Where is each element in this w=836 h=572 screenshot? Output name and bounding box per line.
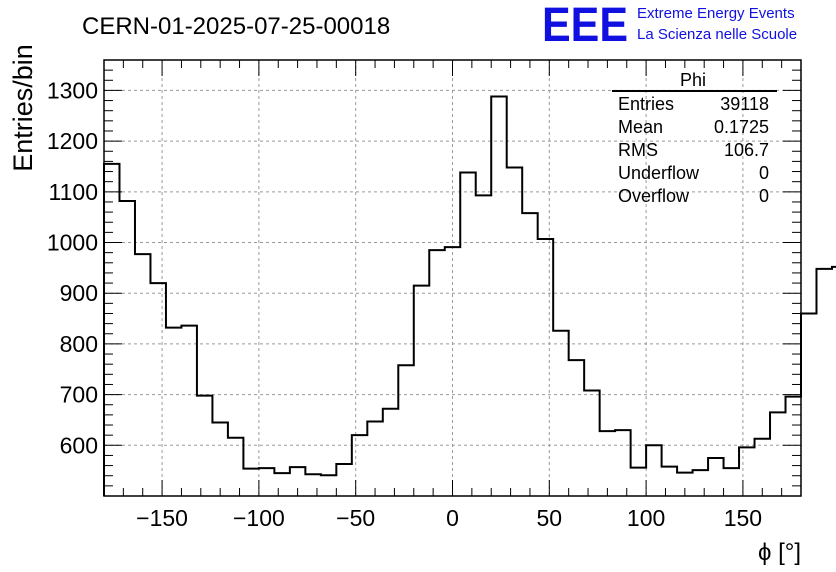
- stats-row-value: 0: [759, 186, 769, 206]
- x-tick-labels: −150 −100 −50 0 50 100 150: [136, 505, 762, 531]
- y-tick-label: 800: [60, 331, 98, 357]
- y-tick-label: 1300: [47, 77, 98, 103]
- x-tick-label: 100: [627, 505, 665, 531]
- axis-ticks: [103, 59, 802, 497]
- y-tick-labels: 600 700 800 900 1000 1100 1200 1300: [47, 77, 98, 458]
- x-tick-label: 0: [446, 505, 459, 531]
- eee-logo-mark: EEE: [542, 0, 628, 52]
- y-axis-label: Entries/bin: [8, 44, 38, 172]
- x-tick-label: 150: [724, 505, 762, 531]
- experiment-logo: EEE Extreme Energy Events La Scienza nel…: [542, 0, 797, 52]
- y-tick-label: 600: [60, 432, 98, 458]
- x-axis-label: ϕ [°]: [758, 539, 801, 566]
- stats-box: Phi Entries 39118 Mean 0.1725 RMS 106.7 Underf…: [612, 70, 777, 206]
- stats-row-value: 0: [759, 163, 769, 183]
- stats-row-value: 0.1725: [714, 117, 769, 137]
- stats-row-label: Overflow: [618, 186, 690, 206]
- stats-row-label: RMS: [618, 140, 658, 160]
- grid-lines: [104, 60, 801, 496]
- x-tick-label: −50: [336, 505, 375, 531]
- y-tick-label: 900: [60, 280, 98, 306]
- chart-title: CERN-01-2025-07-25-00018: [82, 13, 390, 40]
- y-tick-label: 1000: [47, 230, 98, 256]
- x-tick-label: 50: [537, 505, 563, 531]
- x-tick-label: −150: [136, 505, 188, 531]
- y-tick-label: 1100: [49, 179, 98, 205]
- y-tick-label: 700: [60, 382, 98, 408]
- stats-box-rows: Entries 39118 Mean 0.1725 RMS 106.7 Underflow 0…: [618, 94, 769, 206]
- stats-row-label: Mean: [618, 117, 663, 137]
- stats-row-label: Underflow: [618, 163, 700, 183]
- stats-row-value: 106.7: [724, 140, 769, 160]
- stats-box-title: Phi: [680, 70, 706, 90]
- stats-row-value: 39118: [720, 94, 769, 114]
- logo-line-2: La Scienza nelle Scuole: [637, 26, 797, 43]
- y-tick-label: 1200: [47, 128, 98, 154]
- stats-row-label: Entries: [618, 94, 674, 114]
- histogram-series: [103, 95, 836, 496]
- x-tick-label: −100: [233, 505, 285, 531]
- logo-line-1: Extreme Energy Events: [637, 5, 795, 22]
